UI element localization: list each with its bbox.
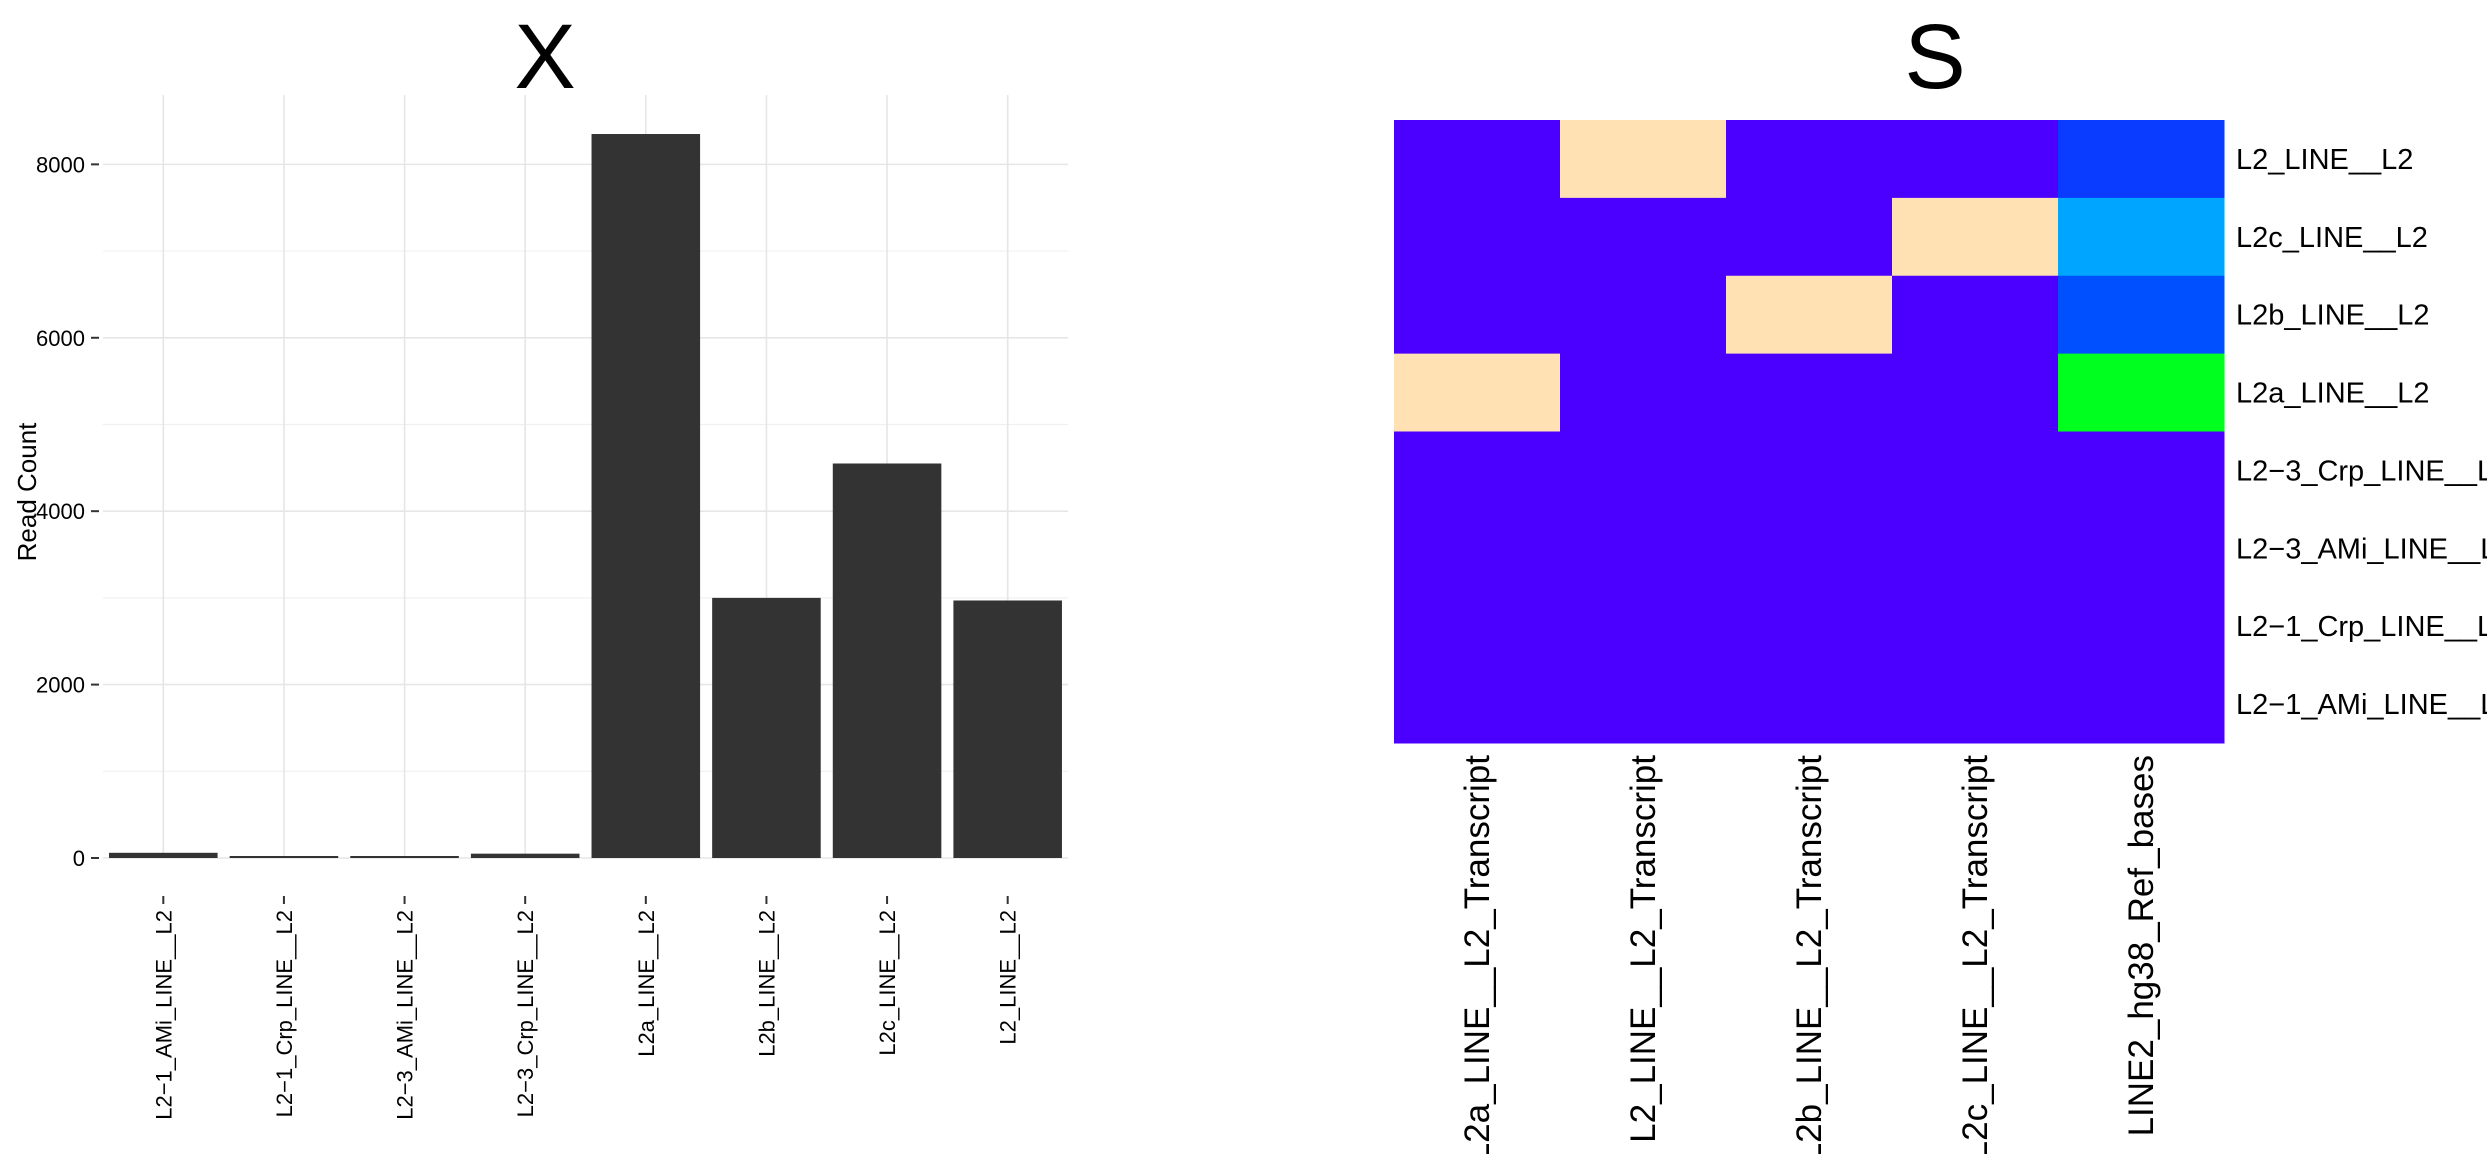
- heatmap-cell: [1560, 353, 1727, 432]
- heatmap-cell: [2058, 275, 2225, 355]
- heatmap-cell: [1394, 275, 1561, 355]
- heatmap-cell: [1892, 587, 2059, 666]
- heatmap-cell: [1394, 509, 1561, 588]
- bar-chart-x-ticks: L2−1_AMi_LINE__L2 L2−1_Crp_LINE__L2 L2−3_A…: [151, 896, 1021, 1120]
- heatmap-row-labels: L2_LINE__L2 L2c_LINE__L2 L2b_LINE__L2 L2a_L…: [2236, 144, 2487, 721]
- x-tick-label: L2a_LINE__L2: [634, 910, 659, 1057]
- bar-5: [591, 134, 701, 859]
- heatmap-column-label: L2a_LINE__L2_Transcript: [1458, 755, 1497, 1154]
- heatmap-cell: [1560, 431, 1727, 510]
- x-tick-label: L2c_LINE__L2: [875, 910, 900, 1056]
- heatmap-cell: [1560, 120, 1727, 199]
- x-tick-label: L2−1_AMi_LINE__L2: [151, 910, 176, 1120]
- heatmap-row-label: L2b_LINE__L2: [2236, 300, 2430, 332]
- heatmap-row-label: L2−1_AMi_LINE__L: [2236, 689, 2487, 721]
- bar-4: [470, 853, 580, 858]
- heatmap-cell: [1394, 120, 1561, 199]
- heatmap-cell: [2058, 665, 2225, 744]
- heatmap-cell: [1560, 509, 1727, 588]
- bar-chart-y-ticks: 0 2000 4000 6000 8000: [36, 152, 99, 871]
- heatmap-cell: [1892, 431, 2059, 510]
- bar-3: [350, 856, 459, 858]
- heatmap-column-labels: L2a_LINE__L2_Transcript L2_LINE__L2_Trans…: [1458, 755, 2161, 1154]
- heatmap-cell: [1726, 197, 1893, 277]
- x-tick-label: L2−1_Crp_LINE__L2: [272, 910, 297, 1117]
- heatmap-cell: [1394, 353, 1561, 432]
- heatmap-cell: [1560, 275, 1727, 355]
- heatmap-cell: [2058, 587, 2225, 666]
- heatmap-cell: [1892, 275, 2059, 355]
- x-tick-label: L2_LINE__L2: [996, 910, 1021, 1045]
- bar-chart-panel: X Read Count 0 2000 4000 6000 8000 L2−1_AMi_…: [12, 6, 1068, 1120]
- heatmap-cell: [1726, 353, 1893, 432]
- heatmap-cell: [1892, 509, 2059, 588]
- y-tick-label: 0: [73, 846, 85, 871]
- heatmap-row-label: L2−3_Crp_LINE__L: [2236, 455, 2487, 487]
- heatmap-cell: [1726, 509, 1893, 588]
- y-tick-label: 6000: [36, 326, 85, 351]
- bar-2: [229, 856, 339, 858]
- heatmap-cell: [2058, 509, 2225, 588]
- bar-chart-title: X: [514, 6, 575, 108]
- heatmap-cell: [2058, 197, 2225, 277]
- heatmap-row-label: L2−3_AMi_LINE__L: [2236, 533, 2487, 565]
- heatmap-cell: [1560, 665, 1727, 744]
- heatmap-row-label: L2−1_Crp_LINE__L: [2236, 611, 2487, 643]
- y-tick-label: 8000: [36, 152, 85, 177]
- heatmap-cell: [1560, 587, 1727, 666]
- y-tick-label: 4000: [36, 499, 85, 524]
- heatmap-column-label: LINE2_hg38_Ref_bases: [2122, 755, 2161, 1136]
- x-tick-label: L2−3_AMi_LINE__L2: [393, 910, 418, 1120]
- heatmap-cell: [1726, 275, 1893, 355]
- heatmap-cell: [1892, 197, 2059, 277]
- bar-6: [712, 597, 821, 858]
- heatmap-column-label: L2c_LINE__L2_Transcript: [1956, 755, 1995, 1154]
- heatmap-cell: [1394, 197, 1561, 277]
- heatmap-row-label: L2a_LINE__L2: [2236, 378, 2430, 410]
- heatmap-cell: [1726, 587, 1893, 666]
- bar-1: [109, 852, 218, 858]
- x-tick-label: L2b_LINE__L2: [754, 910, 779, 1057]
- bar-7: [832, 463, 942, 858]
- heatmap-cell: [1892, 353, 2059, 432]
- heatmap-column-label: L2_LINE__L2_Transcript: [1624, 755, 1663, 1143]
- heatmap-cell: [1560, 197, 1727, 277]
- x-tick-label: L2−3_Crp_LINE__L2: [513, 910, 538, 1117]
- heatmap-cell: [1726, 665, 1893, 744]
- heatmap-cell: [1726, 120, 1893, 199]
- heatmap-title: S: [1904, 6, 1965, 108]
- heatmap-cell: [1726, 431, 1893, 510]
- bar-chart-bars: [109, 134, 1062, 859]
- heatmap-column-label: L2b_LINE__L2_Transcript: [1790, 755, 1829, 1154]
- heatmap-cell: [1394, 587, 1561, 666]
- heatmap-panel: S L2_LINE__L2 L2c_LINE__L2 L2b_LINE__L2 L2a…: [1394, 6, 2487, 1154]
- heatmap-cell: [2058, 431, 2225, 510]
- heatmap-cell: [1394, 665, 1561, 744]
- heatmap-row-label: L2c_LINE__L2: [2236, 222, 2428, 254]
- heatmap-cell: [1892, 120, 2059, 199]
- heatmap-cell: [1394, 431, 1561, 510]
- bar-chart-y-axis-label: Read Count: [12, 422, 42, 562]
- y-tick-label: 2000: [36, 673, 85, 698]
- bar-8: [953, 600, 1062, 858]
- heatmap-cell: [2058, 120, 2225, 199]
- heatmap-cell: [1892, 665, 2059, 744]
- heatmap-cells: [1394, 120, 2225, 744]
- heatmap-row-label: L2_LINE__L2: [2236, 144, 2413, 176]
- heatmap-cell: [2058, 353, 2225, 432]
